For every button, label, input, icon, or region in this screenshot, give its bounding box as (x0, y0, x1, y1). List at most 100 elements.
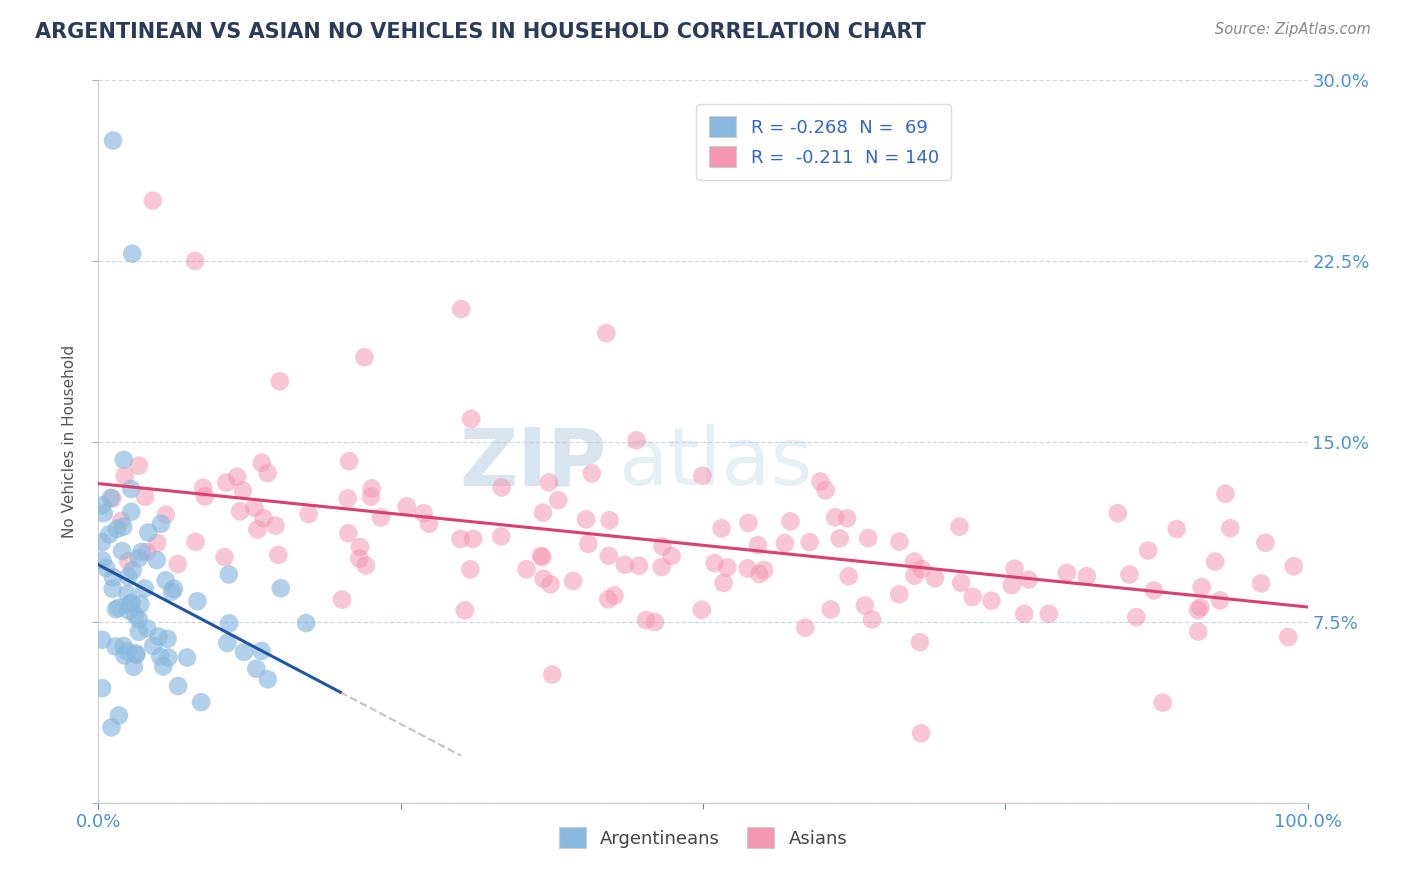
Asians (581, 467, 603, 481)
Asians (651, 560, 673, 574)
Argentineans (91, 681, 114, 695)
Argentineans (105, 522, 128, 536)
Asians (1250, 576, 1272, 591)
Asians (354, 558, 377, 573)
Asians (146, 536, 169, 550)
Asians (1166, 522, 1188, 536)
Argentineans (121, 596, 143, 610)
Asians (229, 504, 252, 518)
Asians (250, 456, 273, 470)
Argentineans (134, 582, 156, 596)
Argentineans (101, 133, 124, 147)
Asians (752, 563, 775, 577)
Argentineans (108, 708, 131, 723)
Argentineans (270, 581, 292, 595)
Asians (1012, 607, 1035, 621)
Argentineans (218, 616, 240, 631)
Asians (598, 549, 620, 563)
Asians (298, 507, 321, 521)
Argentineans (145, 553, 167, 567)
Argentineans (112, 520, 135, 534)
Asians (516, 562, 538, 576)
Asians (349, 551, 371, 566)
Argentineans (93, 506, 115, 520)
Argentineans (114, 648, 136, 663)
Asians (860, 612, 883, 626)
Asians (370, 510, 392, 524)
Asians (184, 534, 207, 549)
Argentineans (245, 662, 267, 676)
Asians (911, 562, 934, 576)
Asians (950, 575, 973, 590)
Asians (110, 514, 132, 528)
Argentineans (120, 505, 142, 519)
Argentineans (160, 584, 183, 599)
Asians (460, 412, 482, 426)
Asians (226, 470, 249, 484)
Argentineans (101, 570, 124, 584)
Asians (692, 468, 714, 483)
Asians (1107, 506, 1129, 520)
Argentineans (218, 567, 240, 582)
Asians (908, 635, 931, 649)
Argentineans (104, 640, 127, 654)
Asians (853, 599, 876, 613)
Argentineans (129, 597, 152, 611)
Asians (661, 549, 683, 563)
Argentineans (124, 608, 146, 623)
Argentineans (190, 695, 212, 709)
Asians (269, 375, 291, 389)
Argentineans (149, 516, 172, 531)
Asians (1187, 603, 1209, 617)
Asians (1219, 521, 1241, 535)
Asians (737, 561, 759, 575)
Asians (537, 475, 560, 490)
Text: atlas: atlas (619, 425, 813, 502)
Asians (808, 475, 831, 489)
Argentineans (167, 679, 190, 693)
Asians (252, 511, 274, 525)
Asians (980, 593, 1002, 607)
Asians (737, 516, 759, 530)
Argentineans (91, 553, 114, 567)
Asians (540, 577, 562, 591)
Asians (748, 566, 770, 581)
Asians (491, 481, 513, 495)
Asians (1056, 566, 1078, 580)
Asians (1204, 555, 1226, 569)
Asians (184, 253, 207, 268)
Argentineans (148, 630, 170, 644)
Asians (603, 589, 626, 603)
Asians (166, 557, 188, 571)
Asians (114, 468, 136, 483)
Asians (599, 513, 621, 527)
Asians (747, 538, 769, 552)
Text: Source: ZipAtlas.com: Source: ZipAtlas.com (1215, 22, 1371, 37)
Asians (910, 726, 932, 740)
Y-axis label: No Vehicles in Household: No Vehicles in Household (62, 345, 77, 538)
Argentineans (117, 644, 139, 658)
Asians (337, 454, 360, 468)
Asians (214, 550, 236, 565)
Argentineans (125, 646, 148, 660)
Asians (716, 560, 738, 574)
Asians (627, 558, 650, 573)
Asians (533, 572, 555, 586)
Asians (575, 512, 598, 526)
Argentineans (117, 587, 139, 601)
Argentineans (128, 624, 150, 639)
Asians (194, 489, 217, 503)
Asians (349, 540, 371, 554)
Asians (117, 554, 139, 568)
Asians (412, 506, 434, 520)
Argentineans (142, 639, 165, 653)
Argentineans (131, 545, 153, 559)
Argentineans (100, 491, 122, 505)
Asians (948, 519, 970, 533)
Asians (828, 532, 851, 546)
Asians (418, 516, 440, 531)
Asians (1137, 543, 1160, 558)
Asians (360, 490, 382, 504)
Asians (454, 603, 477, 617)
Asians (595, 326, 617, 341)
